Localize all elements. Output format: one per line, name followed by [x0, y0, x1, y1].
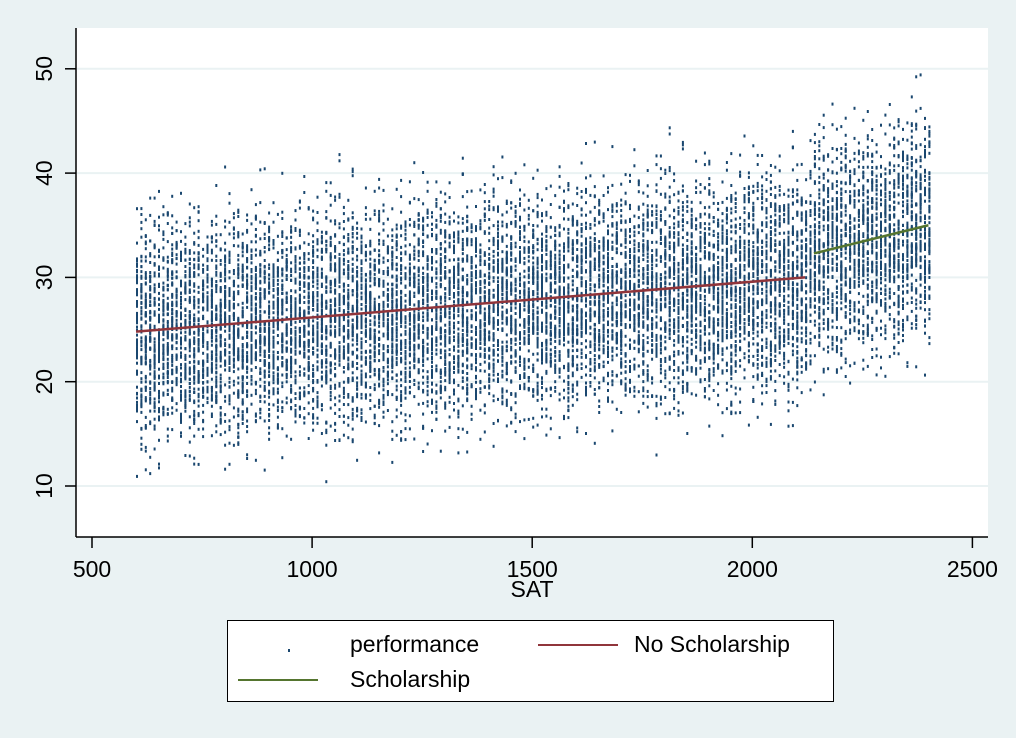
legend-label: performance — [350, 631, 480, 657]
point-marker-icon — [228, 631, 350, 658]
performance-points — [136, 73, 931, 484]
x-axis-title: SAT — [510, 576, 553, 602]
legend-item-no-scholarship: No Scholarship — [538, 631, 790, 658]
legend-item-scholarship: Scholarship — [238, 666, 470, 693]
legend-item-performance: performance — [228, 631, 479, 658]
x-ticks: 500 1000 1500 2000 2500 — [73, 537, 998, 582]
legend-label: Scholarship — [350, 666, 471, 692]
red-line-icon — [538, 643, 618, 646]
legend: performance No Scholarship Scholarship — [227, 620, 834, 702]
no-scholarship-line — [135, 276, 806, 333]
fit-lines — [135, 224, 929, 333]
legend-label: No Scholarship — [634, 631, 790, 657]
scholarship-line — [813, 224, 929, 255]
green-line-icon — [238, 678, 318, 681]
